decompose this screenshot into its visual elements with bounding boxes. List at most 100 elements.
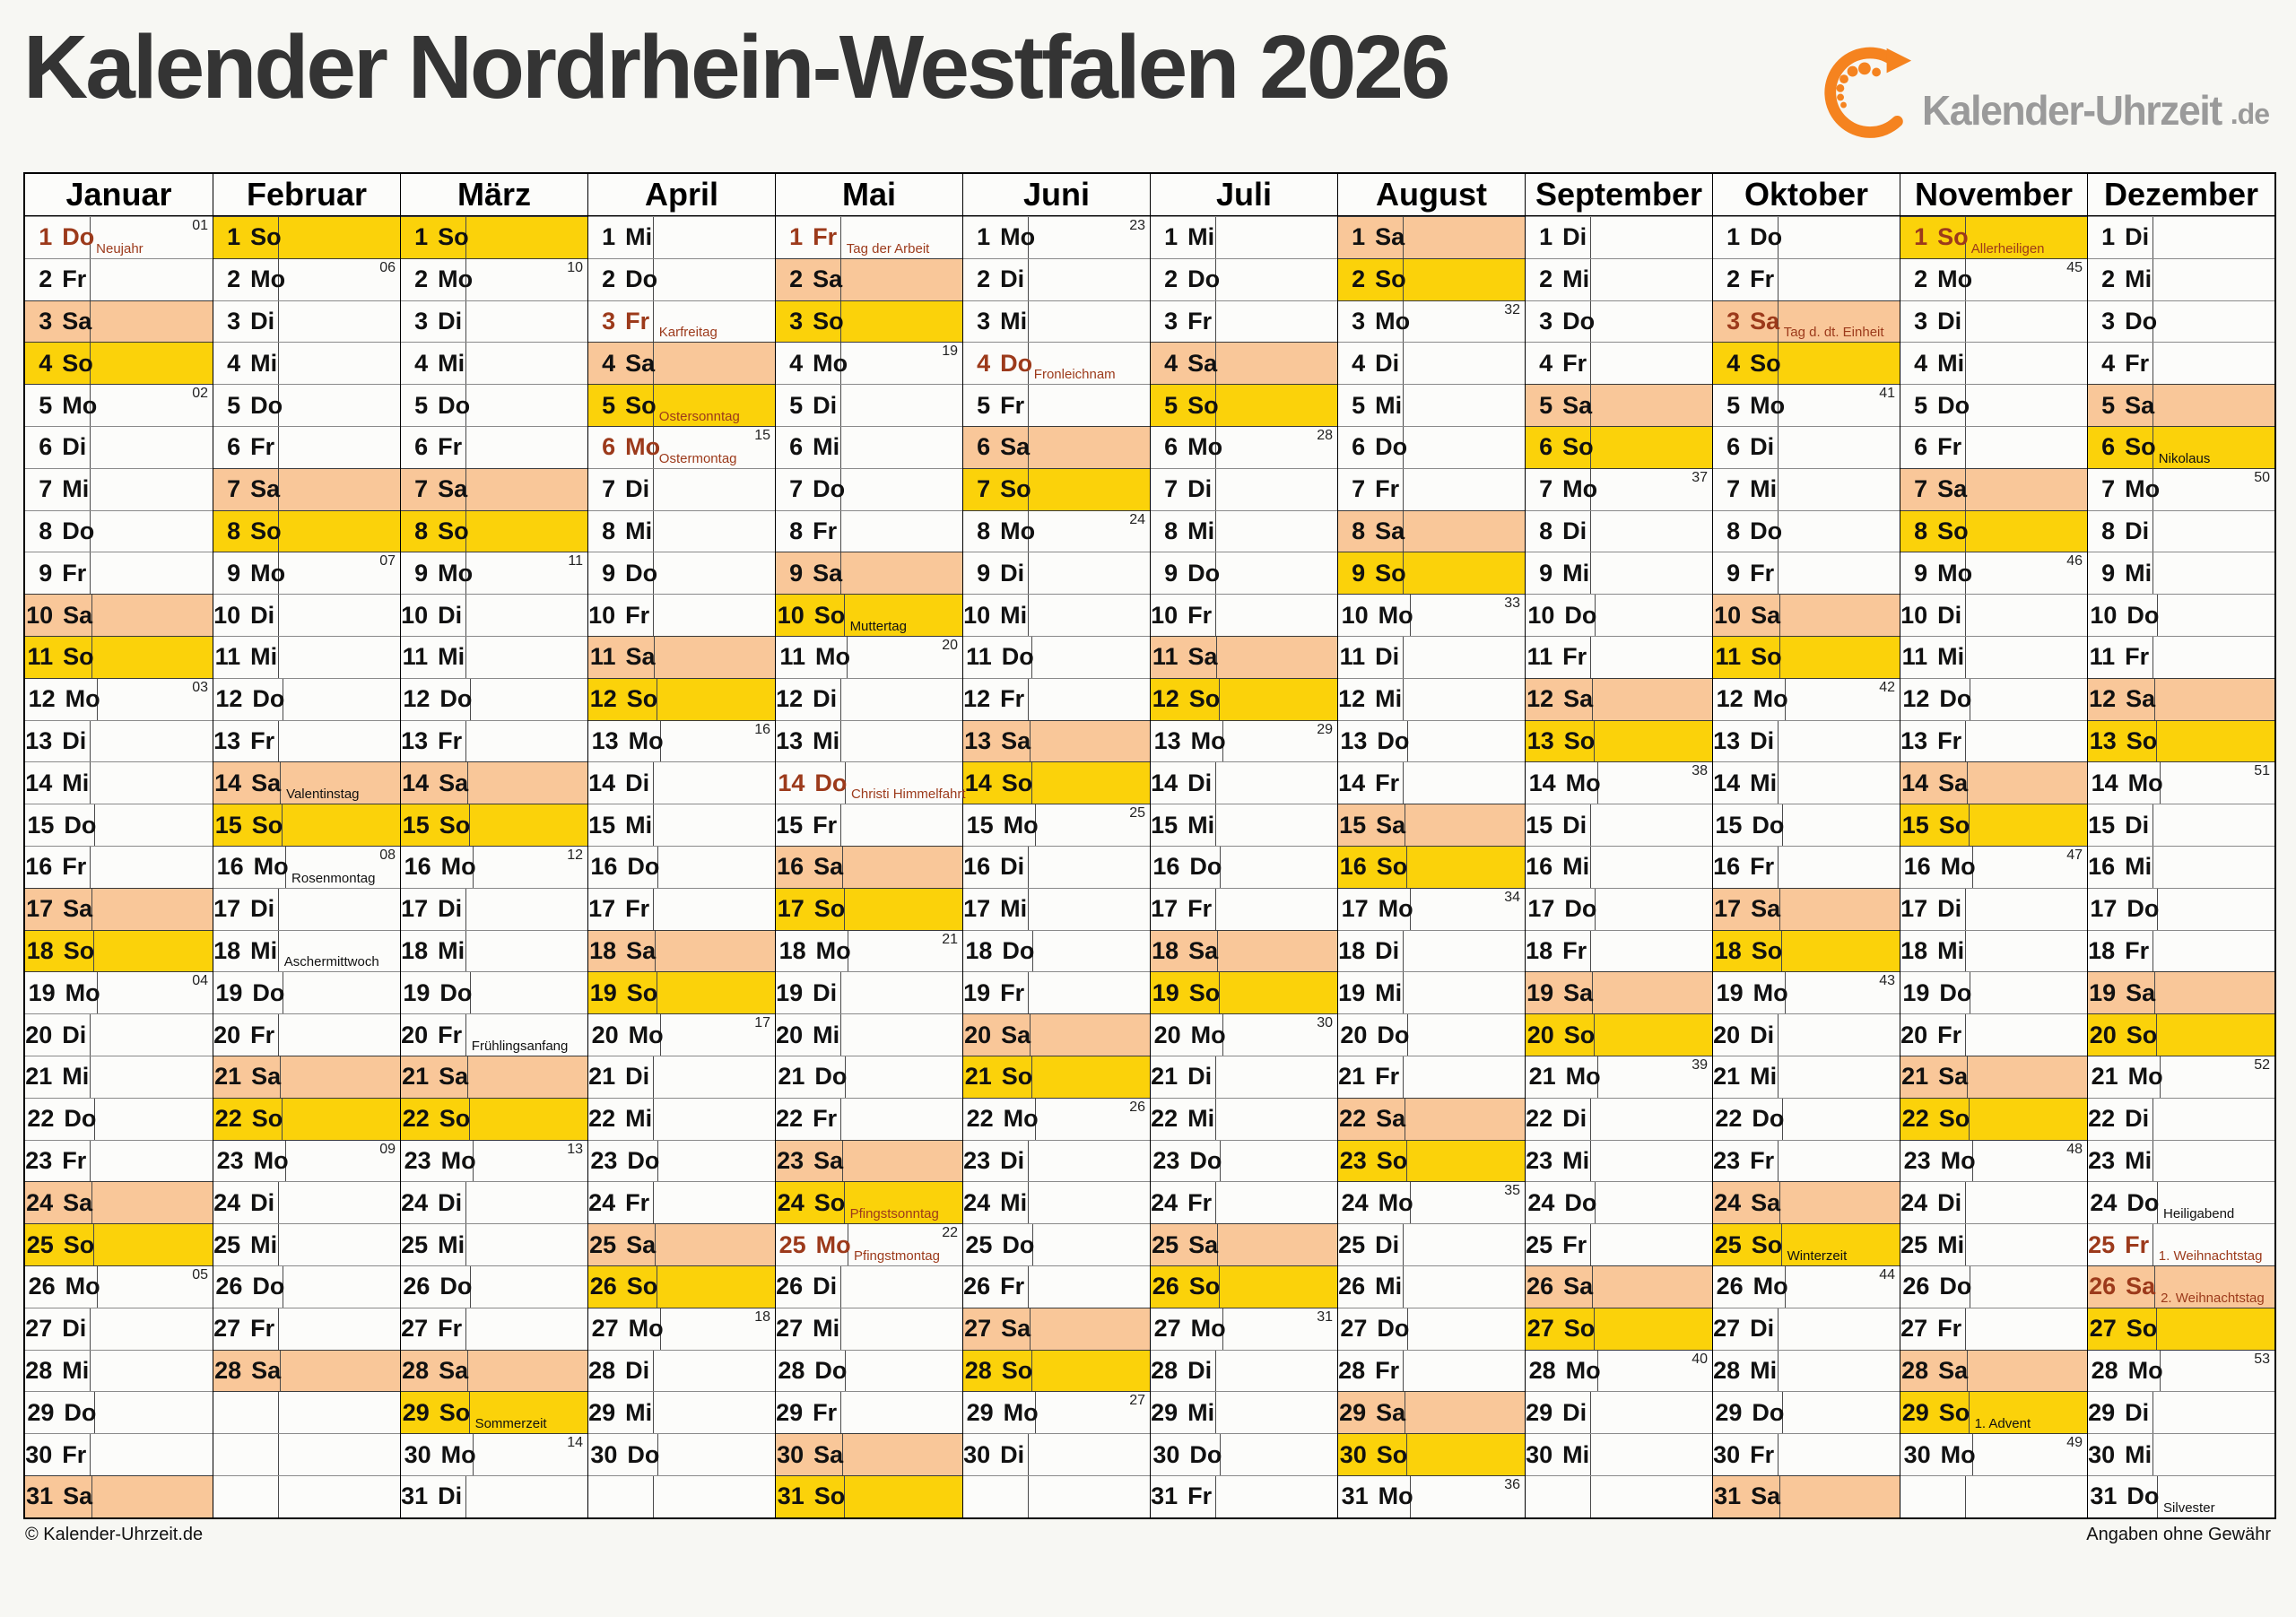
weekday-label: Fr [2125, 1230, 2150, 1258]
day-row-mai-13: 13 Mi [776, 719, 962, 762]
label-cell [471, 679, 587, 720]
label-cell [2153, 259, 2274, 300]
day-number: 5 [1914, 391, 1928, 419]
day-number: 5 [414, 391, 429, 419]
day-row-juni-30: 30 Di [963, 1433, 1150, 1475]
label-cell [95, 1099, 213, 1140]
week-number: 44 [1879, 1266, 1895, 1282]
day-cell: 16 Mo [401, 846, 476, 888]
day-row-april-17: 17 Fr [588, 887, 775, 930]
weekday-label: So [626, 685, 658, 713]
day-cell: 4 Mi [213, 343, 279, 385]
day-number: 9 [1914, 559, 1928, 587]
day-cell: 12 Sa [1526, 678, 1593, 720]
weekday-label: So [1188, 1273, 1221, 1300]
day-row-april-30: 30 Do [588, 1433, 775, 1475]
day-row-oktober-21: 21 Mi [1713, 1055, 1900, 1098]
label-cell [841, 1099, 962, 1140]
day-cell: 2 Do [1151, 258, 1220, 300]
weekday-label: Do [1001, 643, 1034, 671]
day-number: 8 [1914, 517, 1928, 544]
label-cell [845, 889, 962, 930]
day-number: 31 [2090, 1482, 2118, 1510]
day-number: 9 [789, 559, 804, 587]
label-cell [1970, 1266, 2087, 1308]
month-header-dezember: Dezember [2088, 174, 2274, 216]
day-row-maerz-14: 14 Sa [401, 761, 587, 804]
weekday-label: Di [250, 1188, 275, 1216]
day-cell: 3 Fr [588, 300, 654, 343]
label-cell [654, 1392, 775, 1433]
label-cell [1216, 259, 1337, 300]
day-number: 24 [1527, 1188, 1555, 1216]
day-row-oktober-20: 20 Di [1713, 1013, 1900, 1056]
day-number: 16 [777, 853, 804, 881]
label-cell [654, 1476, 775, 1517]
weekday-label: Di [250, 601, 275, 629]
day-number: 31 [1341, 1482, 1369, 1510]
day-cell: 4 Mo [776, 343, 848, 385]
day-cell: 29 Fr [776, 1392, 841, 1434]
week-number: 52 [2254, 1056, 2270, 1073]
label-cell [1591, 1099, 1712, 1140]
label-cell: 18 [661, 1308, 775, 1350]
day-cell: 23 Sa [776, 1140, 843, 1182]
day-number: 6 [2101, 433, 2116, 461]
day-number: 20 [25, 1021, 53, 1048]
day-row-mai-9: 9 Sa [776, 552, 962, 595]
day-cell: 8 Di [1526, 510, 1591, 552]
weekday-label: Fr [438, 726, 463, 754]
day-number: 25 [1714, 1230, 1742, 1258]
day-row-august-21: 21 Fr [1338, 1055, 1525, 1098]
day-row-juli-16: 16 Do [1151, 845, 1337, 888]
day-row-maerz-5: 5 Do [401, 384, 587, 426]
weekday-label: Sa [2125, 391, 2155, 419]
day-row-november-9: 9 Mo 46 [1900, 552, 2087, 595]
day-cell: 26 Sa [1526, 1265, 1593, 1308]
weekday-label: Fr [1562, 349, 1587, 377]
label-cell [1968, 762, 2087, 804]
day-cell: 19 Do [1900, 972, 1971, 1014]
site-logo[interactable]: Kalender-Uhrzeit .de [1813, 36, 2270, 143]
day-row-januar-19: 19 Mo 04 [25, 971, 213, 1014]
weekday-label: Do [2126, 1188, 2160, 1216]
label-cell [655, 637, 775, 678]
weekday-label: Do [1564, 895, 1597, 923]
day-number: 13 [213, 726, 241, 754]
month-column-februar: Februar 1 So 2 Mo 06 3 Di 4 Mi 5 Do 6 Fr 7 Sa 8 So 9 Mo 07 10… [213, 174, 400, 1517]
day-cell: 11 Di [1338, 636, 1404, 678]
weekday-label: Fr [250, 1315, 275, 1343]
day-cell: 12 Mi [1338, 678, 1404, 720]
label-cell [471, 1266, 587, 1308]
weekday-label: So [1001, 769, 1033, 796]
day-cell [588, 1475, 654, 1517]
day-row-oktober-30: 30 Fr [1713, 1433, 1900, 1475]
day-cell: 11 Mi [401, 636, 466, 678]
label-cell [283, 972, 400, 1013]
label-cell [841, 301, 962, 343]
label-cell [1593, 1266, 1712, 1308]
day-cell: 6 Sa [963, 426, 1030, 468]
day-cell: 6 Mi [776, 426, 841, 468]
day-cell: 22 Mo [963, 1098, 1039, 1140]
day-number: 5 [2101, 391, 2116, 419]
day-number: 19 [1716, 978, 1744, 1006]
day-cell: 31 Fr [1151, 1475, 1216, 1517]
weekday-label: Di [438, 307, 463, 335]
weekday-label: Fr [1375, 1356, 1400, 1384]
label-cell [466, 595, 587, 636]
day-cell: 5 Sa [2088, 385, 2155, 426]
day-row-februar-24: 24 Di [213, 1181, 400, 1224]
day-number: 29 [1715, 1398, 1743, 1426]
day-number: 1 [1539, 223, 1553, 251]
day-cell: 28 So [963, 1350, 1032, 1392]
day-number: 1 [2101, 223, 2116, 251]
day-number: 21 [588, 1063, 616, 1091]
day-number: 2 [414, 265, 429, 293]
day-cell: 28 Mi [25, 1350, 91, 1392]
day-cell: 17 Di [401, 888, 466, 930]
weekday-label: Fr [1187, 307, 1213, 335]
label-cell [1408, 1308, 1525, 1350]
day-number: 4 [1352, 349, 1366, 377]
label-cell: 26 [1036, 1099, 1150, 1140]
